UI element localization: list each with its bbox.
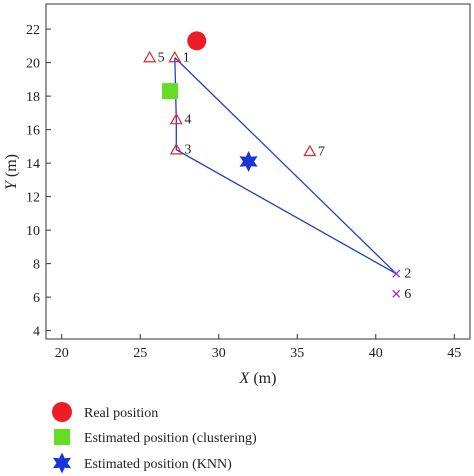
reference-point-7	[303, 144, 317, 157]
y-tick-label: 10	[26, 224, 40, 239]
reference-point-1	[168, 50, 182, 63]
knn-polygon-line	[174, 57, 397, 275]
legend-label-knn: Estimated position (KNN)	[84, 457, 232, 472]
y-tick-label: 8	[33, 258, 40, 273]
y-tick-label: 16	[26, 124, 40, 139]
real-position-marker	[187, 31, 207, 51]
x-tick-label: 20	[55, 346, 69, 361]
x-axis-label-unit: (m)	[249, 370, 276, 387]
y-tick-label: 12	[26, 191, 40, 206]
reference-point-label-6: 6	[404, 287, 411, 302]
y-tick-label: 4	[33, 325, 40, 340]
reference-point-3	[169, 143, 183, 155]
y-tick-label: 22	[26, 23, 40, 38]
plot-frame	[45, 3, 471, 340]
legend-label-clustering: Estimated position (clustering)	[84, 431, 257, 446]
legend-label-real: Real position	[84, 406, 158, 421]
y-tick-label: 14	[26, 157, 40, 172]
legend: Real position Estimated position (cluster…	[52, 402, 257, 474]
y-axis-label-unit: (m)	[3, 154, 20, 181]
clustering-estimate-marker	[162, 83, 179, 100]
cross-stroke	[392, 289, 401, 298]
knn-estimate-marker	[239, 150, 258, 172]
x-axis-label-var: X	[239, 370, 251, 387]
legend-real-marker	[52, 402, 72, 422]
reference-point-5	[143, 50, 157, 63]
reference-point-6	[392, 289, 401, 298]
x-tick-label: 45	[447, 346, 461, 361]
reference-point-label-4: 4	[184, 113, 191, 128]
x-axis-ticks: 20 25 30 35 40 45	[55, 334, 461, 361]
reference-point-4	[169, 112, 183, 125]
reference-point-label-3: 3	[184, 143, 191, 158]
x-tick-label: 25	[133, 346, 147, 361]
x-axis-label: X (m)	[239, 370, 277, 387]
reference-point-label-5: 5	[158, 51, 165, 66]
y-axis-label-var: Y	[3, 179, 20, 190]
plot-area: 1 2 3 4 5 6 7	[143, 31, 411, 302]
reference-point-label-1: 1	[183, 51, 190, 66]
reference-point-label-7: 7	[318, 144, 325, 159]
x-tick-label: 35	[290, 346, 304, 361]
x-tick-label: 40	[369, 346, 383, 361]
legend-clustering-marker	[54, 429, 70, 445]
y-tick-label: 18	[26, 90, 40, 105]
y-axis-ticks: 4 6 8 10 12 14 16 18 20 22	[26, 23, 51, 340]
y-tick-label: 20	[26, 57, 40, 72]
legend-knn-marker	[52, 452, 72, 474]
cross-stroke	[392, 269, 401, 278]
y-tick-label: 6	[33, 291, 40, 306]
x-tick-label: 30	[212, 346, 226, 361]
y-axis-label: Y (m)	[3, 154, 20, 190]
reference-point-label-2: 2	[404, 267, 411, 282]
reference-point-2	[392, 269, 401, 278]
